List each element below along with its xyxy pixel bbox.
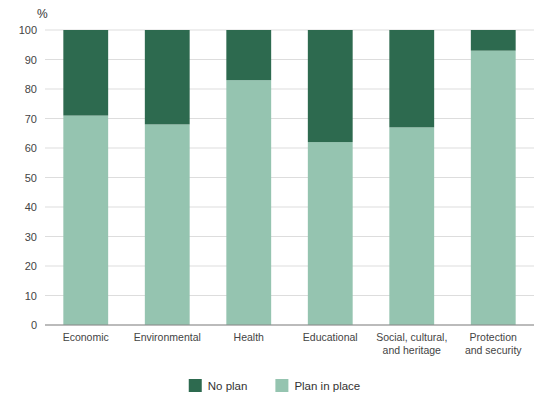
legend-label: Plan in place (294, 380, 360, 392)
grid-line (45, 118, 534, 119)
bar-segment (471, 30, 516, 51)
y-ticks: 0 10 20 30 40 50 60 70 80 90 100 (19, 24, 37, 331)
x-tick-label: Protectionand security (465, 331, 522, 356)
grid-line (45, 325, 534, 326)
legend: No plan Plan in place (189, 379, 361, 392)
bar-segment (63, 30, 108, 116)
grid-line (45, 207, 534, 208)
bar-segment (389, 30, 434, 127)
bar-segment (226, 30, 271, 80)
bar-segment (145, 30, 190, 124)
bar-segment (308, 142, 353, 325)
bar-segment (308, 30, 353, 142)
series-bars (63, 30, 515, 142)
grid-line (45, 89, 534, 90)
y-grid (45, 30, 534, 325)
y-tick-label: 20 (25, 260, 37, 272)
legend-swatch (189, 379, 202, 392)
x-tick-label: Economic (63, 331, 109, 343)
legend-swatch (275, 379, 288, 392)
grid-line (45, 266, 534, 267)
grid-line (45, 59, 534, 60)
y-tick-label: 50 (25, 172, 37, 184)
grid-line (45, 148, 534, 149)
x-tick-label: Environmental (134, 331, 201, 343)
bars (63, 30, 515, 325)
y-tick-label: 0 (31, 319, 37, 331)
legend-item: No plan (189, 379, 248, 392)
grid-line (45, 30, 534, 31)
x-tick-label: Social, cultural,and heritage (376, 331, 447, 356)
y-tick-label: 90 (25, 54, 37, 66)
y-tick-label: 10 (25, 290, 37, 302)
chart-container: 0 10 20 30 40 50 60 70 80 90 100% Economic Environme… (0, 0, 549, 407)
y-tick-label: 100 (19, 24, 37, 36)
y-axis-label: % (37, 7, 48, 21)
x-tick-label: Educational (303, 331, 358, 343)
x-tick-label: Health (234, 331, 265, 343)
x-axis-line (45, 325, 534, 326)
y-tick-label: 40 (25, 201, 37, 213)
bar-segment (471, 51, 516, 325)
grid-line (45, 295, 534, 296)
grid-line (45, 177, 534, 178)
legend-label: No plan (208, 380, 248, 392)
series-bars (63, 51, 515, 325)
grid-line (45, 236, 534, 237)
y-tick-label: 60 (25, 142, 37, 154)
legend-item: Plan in place (275, 379, 360, 392)
y-tick-label: 80 (25, 83, 37, 95)
bar-segment (63, 116, 108, 325)
y-tick-label: 30 (25, 231, 37, 243)
y-tick-label: 70 (25, 113, 37, 125)
bar-segment (145, 124, 190, 325)
bar-segment (226, 80, 271, 325)
bar-segment (389, 127, 434, 325)
chart-svg: 0 10 20 30 40 50 60 70 80 90 100% Economic Environme… (0, 0, 549, 407)
x-ticks: Economic Environmental Health Educational So… (63, 331, 523, 356)
